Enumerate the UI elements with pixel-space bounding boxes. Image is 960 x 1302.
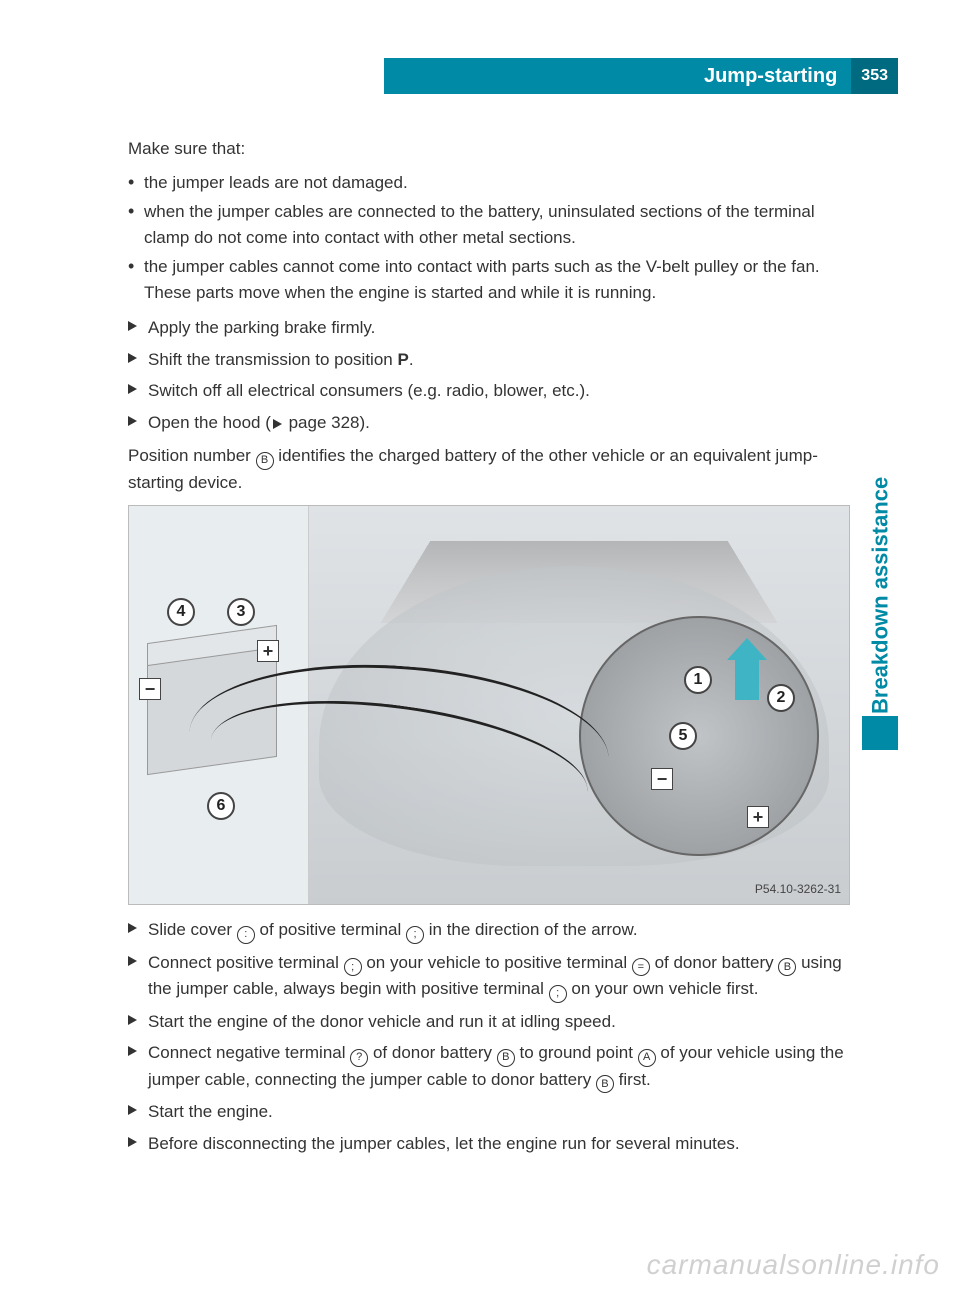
post-steps: Slide cover : of positive terminal ; in … xyxy=(128,917,850,1156)
step-text: Connect positive terminal xyxy=(148,953,344,972)
step-text-post: . xyxy=(409,350,414,369)
callout-3: 3 xyxy=(227,598,255,626)
step-item: Before disconnecting the jumper cables, … xyxy=(128,1131,850,1157)
step-text: on your vehicle to positive terminal xyxy=(362,953,632,972)
side-tab: Breakdown assistance xyxy=(862,420,898,750)
step-item: Apply the parking brake firmly. xyxy=(128,315,850,341)
step-item: Connect negative terminal ? of donor bat… xyxy=(128,1040,850,1093)
callout-4: 4 xyxy=(167,598,195,626)
step-text: Before disconnecting the jumper cables, … xyxy=(148,1134,740,1153)
triangle-icon xyxy=(128,1137,137,1147)
header-bar: Jump-starting 353 xyxy=(384,58,898,94)
triangle-icon xyxy=(128,1015,137,1025)
bullet-item: when the jumper cables are connected to … xyxy=(128,199,850,250)
mid-pre: Position number xyxy=(128,446,256,465)
step-item: Switch off all electrical consumers (e.g… xyxy=(128,378,850,404)
step-text: Connect negative terminal xyxy=(148,1043,350,1062)
bullet-list: the jumper leads are not damaged. when t… xyxy=(128,170,850,306)
triangle-icon xyxy=(128,1105,137,1115)
pre-steps: Apply the parking brake firmly. Shift th… xyxy=(128,315,850,435)
callout-5: 5 xyxy=(669,722,697,750)
jump-start-figure: 1 2 3 4 5 6 + − + − P54.10-3262-31 xyxy=(128,505,850,905)
step-bold: P xyxy=(397,350,408,369)
watermark: carmanualsonline.info xyxy=(647,1244,940,1286)
circled-ref: ; xyxy=(549,985,567,1003)
step-text: Start the engine. xyxy=(148,1102,273,1121)
triangle-icon xyxy=(128,321,137,331)
circled-ref: ; xyxy=(344,958,362,976)
step-text-pre: Shift the transmission to position xyxy=(148,350,397,369)
circled-ref: B xyxy=(256,452,274,470)
side-tab-block xyxy=(862,716,898,750)
triangle-icon xyxy=(128,416,137,426)
step-text: of donor battery xyxy=(368,1043,497,1062)
step-text: Switch off all electrical consumers (e.g… xyxy=(148,381,590,400)
side-tab-label: Breakdown assistance xyxy=(862,420,898,720)
step-text: to ground point xyxy=(515,1043,638,1062)
step-item: Open the hood ( page 328). xyxy=(128,410,850,436)
pageref-icon xyxy=(273,419,282,429)
header-title: Jump-starting xyxy=(384,58,851,94)
step-item: Start the engine of the donor vehicle an… xyxy=(128,1009,850,1035)
callout-2: 2 xyxy=(767,684,795,712)
circled-ref: B xyxy=(778,958,796,976)
step-item: Start the engine. xyxy=(128,1099,850,1125)
mid-paragraph: Position number B identifies the charged… xyxy=(128,443,850,495)
step-text: Start the engine of the donor vehicle an… xyxy=(148,1012,616,1031)
triangle-icon xyxy=(128,923,137,933)
triangle-icon xyxy=(128,1046,137,1056)
step-item: Slide cover : of positive terminal ; in … xyxy=(128,917,850,944)
triangle-icon xyxy=(128,353,137,363)
callout-1: 1 xyxy=(684,666,712,694)
circled-ref: A xyxy=(638,1049,656,1067)
step-text: in the direction of the arrow. xyxy=(424,920,638,939)
step-text: Apply the parking brake firmly. xyxy=(148,318,375,337)
intro-text: Make sure that: xyxy=(128,136,850,162)
bullet-item: the jumper leads are not damaged. xyxy=(128,170,850,196)
step-text: on your own vehicle first. xyxy=(567,979,759,998)
circled-ref: = xyxy=(632,958,650,976)
step-text-post: page 328). xyxy=(284,413,370,432)
page-number: 353 xyxy=(851,58,898,94)
triangle-icon xyxy=(128,384,137,394)
step-item: Shift the transmission to position P. xyxy=(128,347,850,373)
arrow-up-icon xyxy=(735,656,759,700)
circled-ref: B xyxy=(596,1075,614,1093)
page-content: Make sure that: the jumper leads are not… xyxy=(128,136,850,1162)
step-text: of donor battery xyxy=(650,953,779,972)
circled-ref: ? xyxy=(350,1049,368,1067)
minus-symbol: − xyxy=(139,678,161,700)
callout-6: 6 xyxy=(207,792,235,820)
step-item: Connect positive terminal ; on your vehi… xyxy=(128,950,850,1003)
circled-ref: ; xyxy=(406,926,424,944)
step-text: first. xyxy=(614,1070,651,1089)
plus-symbol: + xyxy=(257,640,279,662)
triangle-icon xyxy=(128,956,137,966)
zoom-circle xyxy=(579,616,819,856)
step-text-pre: Open the hood ( xyxy=(148,413,271,432)
bullet-item: the jumper cables cannot come into conta… xyxy=(128,254,850,305)
plus-symbol: + xyxy=(747,806,769,828)
step-text: Slide cover xyxy=(148,920,237,939)
circled-ref: : xyxy=(237,926,255,944)
minus-symbol: − xyxy=(651,768,673,790)
circled-ref: B xyxy=(497,1049,515,1067)
figure-label: P54.10-3262-31 xyxy=(755,880,841,898)
step-text: of positive terminal xyxy=(255,920,406,939)
